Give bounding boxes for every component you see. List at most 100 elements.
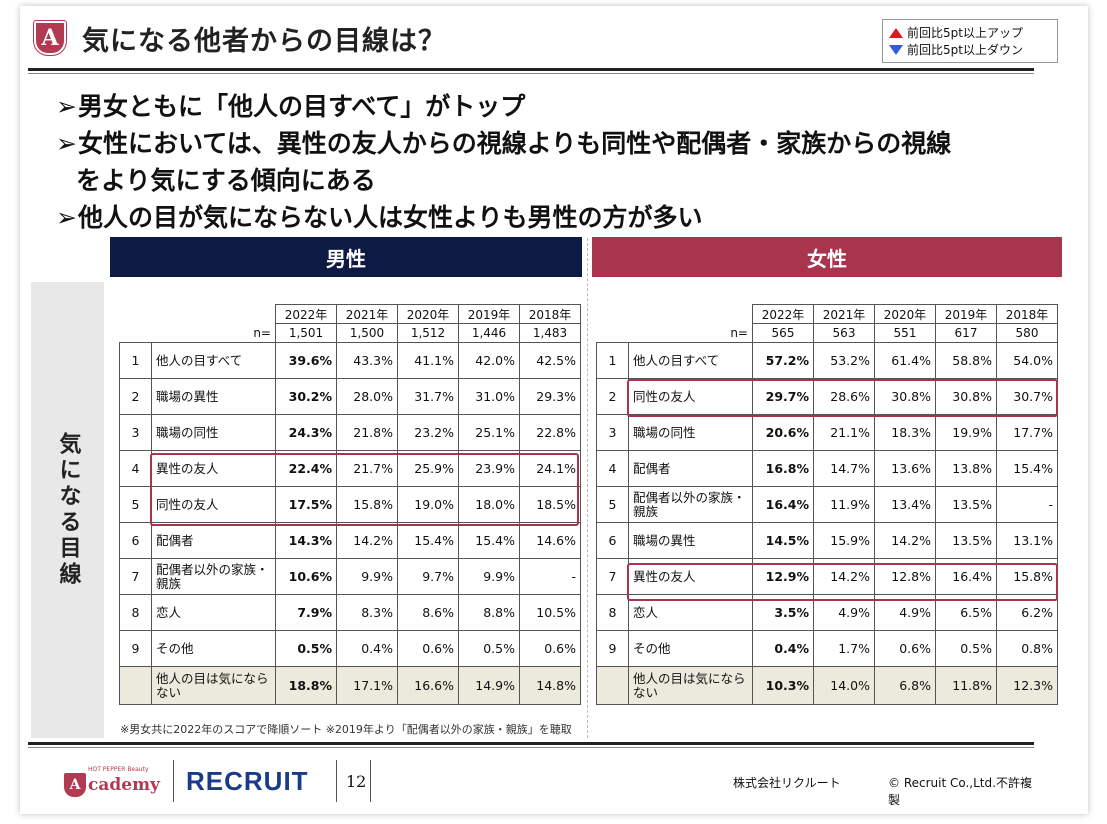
table-row: 1 他人の目すべて 57.2% 53.2% 61.4% 58.8% 54.0% (596, 342, 1058, 379)
bullet-3: 他人の目が気にならない人は女性よりも男性の方が多い (78, 203, 703, 232)
row-value: 15.4% (397, 522, 459, 559)
row-value: 18.5% (519, 486, 581, 523)
row-item: 配偶者 (628, 450, 753, 487)
row-rank: 4 (119, 450, 152, 487)
recruit-logo: RECRUIT (186, 766, 309, 796)
female-highlight-same-sex-friend (627, 379, 1058, 417)
row-item: 職場の同性 (628, 414, 753, 451)
row-value: 13.6% (874, 450, 936, 487)
row-value: 41.1% (397, 342, 459, 379)
row-rank: 1 (119, 342, 152, 379)
male-panel-header: 男性 (110, 237, 582, 277)
sample-size: 580 (996, 323, 1058, 343)
row-value: 61.4% (874, 342, 936, 379)
male-highlight-friends (150, 453, 579, 526)
row-item: 配偶者以外の家族・親族 (151, 558, 276, 595)
table-row: 8 恋人 7.9% 8.3% 8.6% 8.8% 10.5% (119, 594, 581, 631)
row-value: 29.3% (519, 378, 581, 415)
sample-size: 1,512 (397, 323, 459, 343)
row-value: 24.3% (275, 414, 337, 451)
row-value: 20.6% (752, 414, 814, 451)
row-value: 14.5% (752, 522, 814, 559)
academy-a-icon: A (64, 773, 86, 797)
row-rank: 6 (596, 522, 629, 559)
table-row: 9 その他 0.5% 0.4% 0.6% 0.5% 0.6% (119, 630, 581, 667)
row-value: 15.4% (996, 450, 1058, 487)
footnote: ※男女共に2022年のスコアで降順ソート ※2019年より「配偶者以外の家族・親… (120, 723, 572, 736)
row-rank: 7 (119, 558, 152, 595)
female-panel-header: 女性 (592, 237, 1062, 277)
row-value: 0.5% (275, 630, 337, 667)
row-value: 31.7% (397, 378, 459, 415)
row-value: 58.8% (935, 342, 997, 379)
row-value: 17.5% (275, 486, 337, 523)
academy-logo-small: HOT PEPPER Beauty (88, 766, 149, 773)
row-item: 配偶者 (151, 522, 276, 559)
row-item: 配偶者以外の家族・親族 (628, 486, 753, 523)
row-item: その他 (151, 630, 276, 667)
n-label: n= (253, 325, 271, 340)
row-value: 23.9% (458, 450, 520, 487)
row-value: 21.8% (336, 414, 398, 451)
sample-size: 565 (752, 323, 814, 343)
year-header: 2018年 (519, 304, 581, 324)
row-item: 他人の目は気にならない (151, 666, 276, 705)
row-value: 14.9% (458, 666, 520, 705)
top-rule-thin (28, 73, 1034, 74)
row-value: 39.6% (275, 342, 337, 379)
bullet-1: 男女ともに「他人の目すべて」がトップ (78, 92, 526, 121)
row-item: 職場の異性 (151, 378, 276, 415)
row-value: 13.5% (935, 486, 997, 523)
row-value: 23.2% (397, 414, 459, 451)
year-header: 2022年 (752, 304, 814, 324)
bullet-arrow-icon: ➢ (56, 203, 77, 232)
year-header: 2021年 (336, 304, 398, 324)
row-value: 9.7% (397, 558, 459, 595)
row-item: 異性の友人 (151, 450, 276, 487)
row-value: 14.2% (336, 522, 398, 559)
legend: 前回比5pt以上アップ 前回比5pt以上ダウン (882, 19, 1058, 63)
row-value: 15.8% (336, 486, 398, 523)
table-row: 6 配偶者 14.3% 14.2% 15.4% 15.4% 14.6% (119, 522, 581, 559)
row-rank: 3 (119, 414, 152, 451)
row-value: 8.8% (458, 594, 520, 631)
row-value: 22.4% (275, 450, 337, 487)
table-row: 2 同性の友人 29.7% 28.6% 30.8% 30.8% 30.7% (596, 378, 1058, 415)
row-item: 他人の目すべて (151, 342, 276, 379)
table-row: 他人の目は気にならない 18.8% 17.1% 16.6% 14.9% 14.8… (119, 666, 581, 705)
row-value: 18.3% (874, 414, 936, 451)
row-rank: 2 (119, 378, 152, 415)
row-value: 17.1% (336, 666, 398, 705)
male-table: 2022年 2021年 2020年 2019年 2018年 n= 1,501 1… (119, 304, 581, 705)
row-value: 0.6% (519, 630, 581, 667)
row-rank: 9 (119, 630, 152, 667)
row-value: 0.4% (336, 630, 398, 667)
row-value: 0.5% (458, 630, 520, 667)
row-rank: 1 (596, 342, 629, 379)
row-value: 30.2% (275, 378, 337, 415)
row-item: 恋人 (151, 594, 276, 631)
row-rank: 8 (596, 594, 629, 631)
table-row: 4 配偶者 16.8% 14.7% 13.6% 13.8% 15.4% (596, 450, 1058, 487)
page-title: 気になる他者からの目線は？ (82, 25, 446, 57)
row-value: 30.8% (935, 378, 997, 415)
academy-badge-icon: A (34, 21, 66, 55)
bottom-rule-thin (28, 747, 1034, 748)
row-value: 0.8% (996, 630, 1058, 667)
sample-size: 617 (935, 323, 997, 343)
row-value: 14.3% (275, 522, 337, 559)
year-header: 2019年 (935, 304, 997, 324)
footer-divider (173, 760, 174, 802)
bottom-rule (28, 742, 1034, 745)
row-value: 14.2% (874, 522, 936, 559)
row-value: 10.3% (752, 666, 814, 705)
sample-size: 563 (813, 323, 875, 343)
footer-divider (370, 760, 371, 802)
row-value: 8.6% (397, 594, 459, 631)
row-value: 16.8% (752, 450, 814, 487)
row-value: 31.0% (458, 378, 520, 415)
panel-divider (587, 238, 588, 738)
row-value: 0.4% (752, 630, 814, 667)
